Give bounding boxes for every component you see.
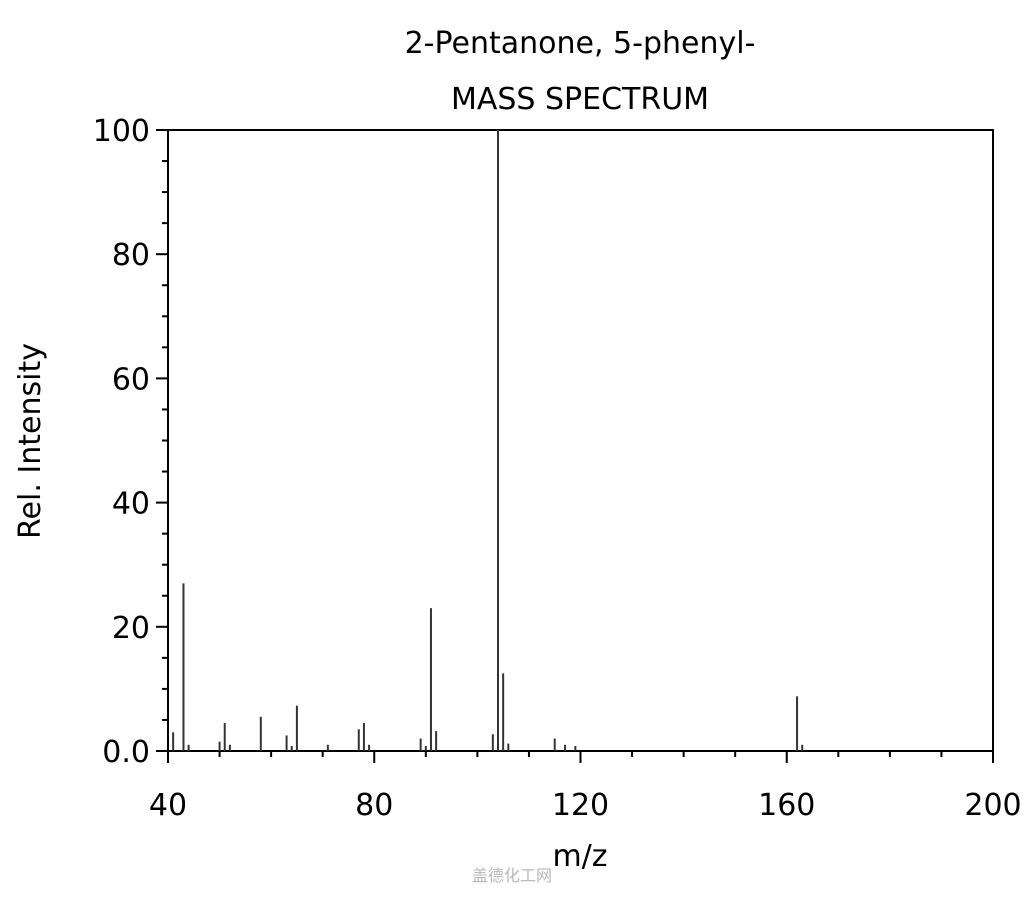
watermark: 盖德化工网: [471, 866, 552, 885]
chart-title: 2-Pentanone, 5-phenyl-: [404, 26, 756, 61]
peaks-layer: [172, 130, 804, 751]
x-tick-label: 120: [552, 788, 609, 823]
y-tick-label: 80: [112, 238, 150, 273]
y-tick-label: 60: [112, 362, 150, 397]
x-tick-label: 80: [355, 788, 393, 823]
x-tick-label: 200: [964, 788, 1021, 823]
y-tick-label: 20: [112, 611, 150, 646]
y-axis-label: Rel. Intensity: [13, 343, 48, 539]
plot-frame: [167, 129, 994, 752]
x-axis: 40 80 120 160 200: [149, 751, 1022, 823]
chart-subtitle: MASS SPECTRUM: [450, 82, 710, 117]
y-tick-label: 0.0: [102, 735, 150, 770]
x-tick-label: 40: [149, 788, 187, 823]
x-tick-label: 160: [758, 788, 815, 823]
x-axis-label: m/z: [552, 839, 607, 874]
y-axis: 0.0 20 40 60 80 100: [93, 114, 168, 770]
y-tick-label: 100: [93, 114, 150, 149]
y-tick-label: 40: [112, 487, 150, 522]
